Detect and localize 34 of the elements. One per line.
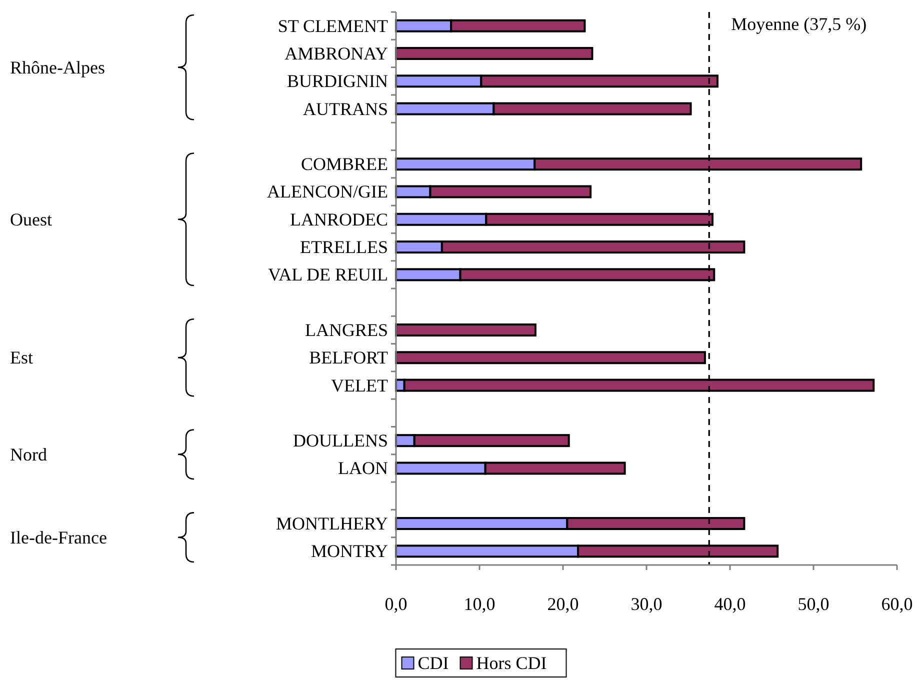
x-tick-label: 30,0	[630, 594, 662, 614]
text: Nord	[10, 444, 47, 464]
legend-label: Hors CDI	[476, 653, 547, 673]
x-tick-label: 50,0	[798, 594, 830, 614]
y-tick-label: BURDIGNIN	[287, 71, 388, 92]
y-tick-label: BELFORT	[309, 348, 388, 368]
x-tick-label: 60,0	[881, 594, 913, 614]
text: Ouest	[10, 209, 52, 230]
x-tick-label: 0,0	[384, 594, 408, 614]
y-tick-label: ETRELLES	[300, 237, 388, 258]
y-tick-label: VAL DE REUIL	[268, 264, 388, 285]
y-tick-label: VELET	[331, 375, 388, 396]
text: Rhône-Alpes	[10, 57, 105, 78]
y-tick-label: ST CLEMENT	[278, 16, 388, 36]
y-tick-label: LANGRES	[304, 320, 388, 340]
y-tick-label: COMBREE	[300, 154, 388, 174]
x-tick-label: 20,0	[547, 594, 579, 614]
y-tick-label: AMBRONAY	[284, 43, 388, 64]
y-tick-label: LANRODEC	[290, 209, 388, 230]
text: Ile-de-France	[10, 527, 107, 548]
bar	[395, 323, 536, 336]
y-tick-label: MONTRY	[310, 541, 388, 562]
bar	[395, 351, 706, 364]
y-tick-label: MONTLHERY	[276, 514, 388, 534]
x-tick-label: 10,0	[464, 594, 496, 614]
y-tick-label: DOULLENS	[293, 430, 388, 451]
y-tick-label: AUTRANS	[302, 98, 388, 119]
bar	[395, 46, 594, 60]
ref-line-label: Moyenne (37,5 %)	[731, 14, 867, 34]
legend-label: CDI	[418, 653, 449, 673]
y-tick-label: ALENCON/GIE	[267, 182, 388, 202]
x-tick-label: 40,0	[714, 594, 746, 614]
y-tick-label: LAON	[338, 458, 388, 478]
text: Est	[10, 348, 34, 368]
